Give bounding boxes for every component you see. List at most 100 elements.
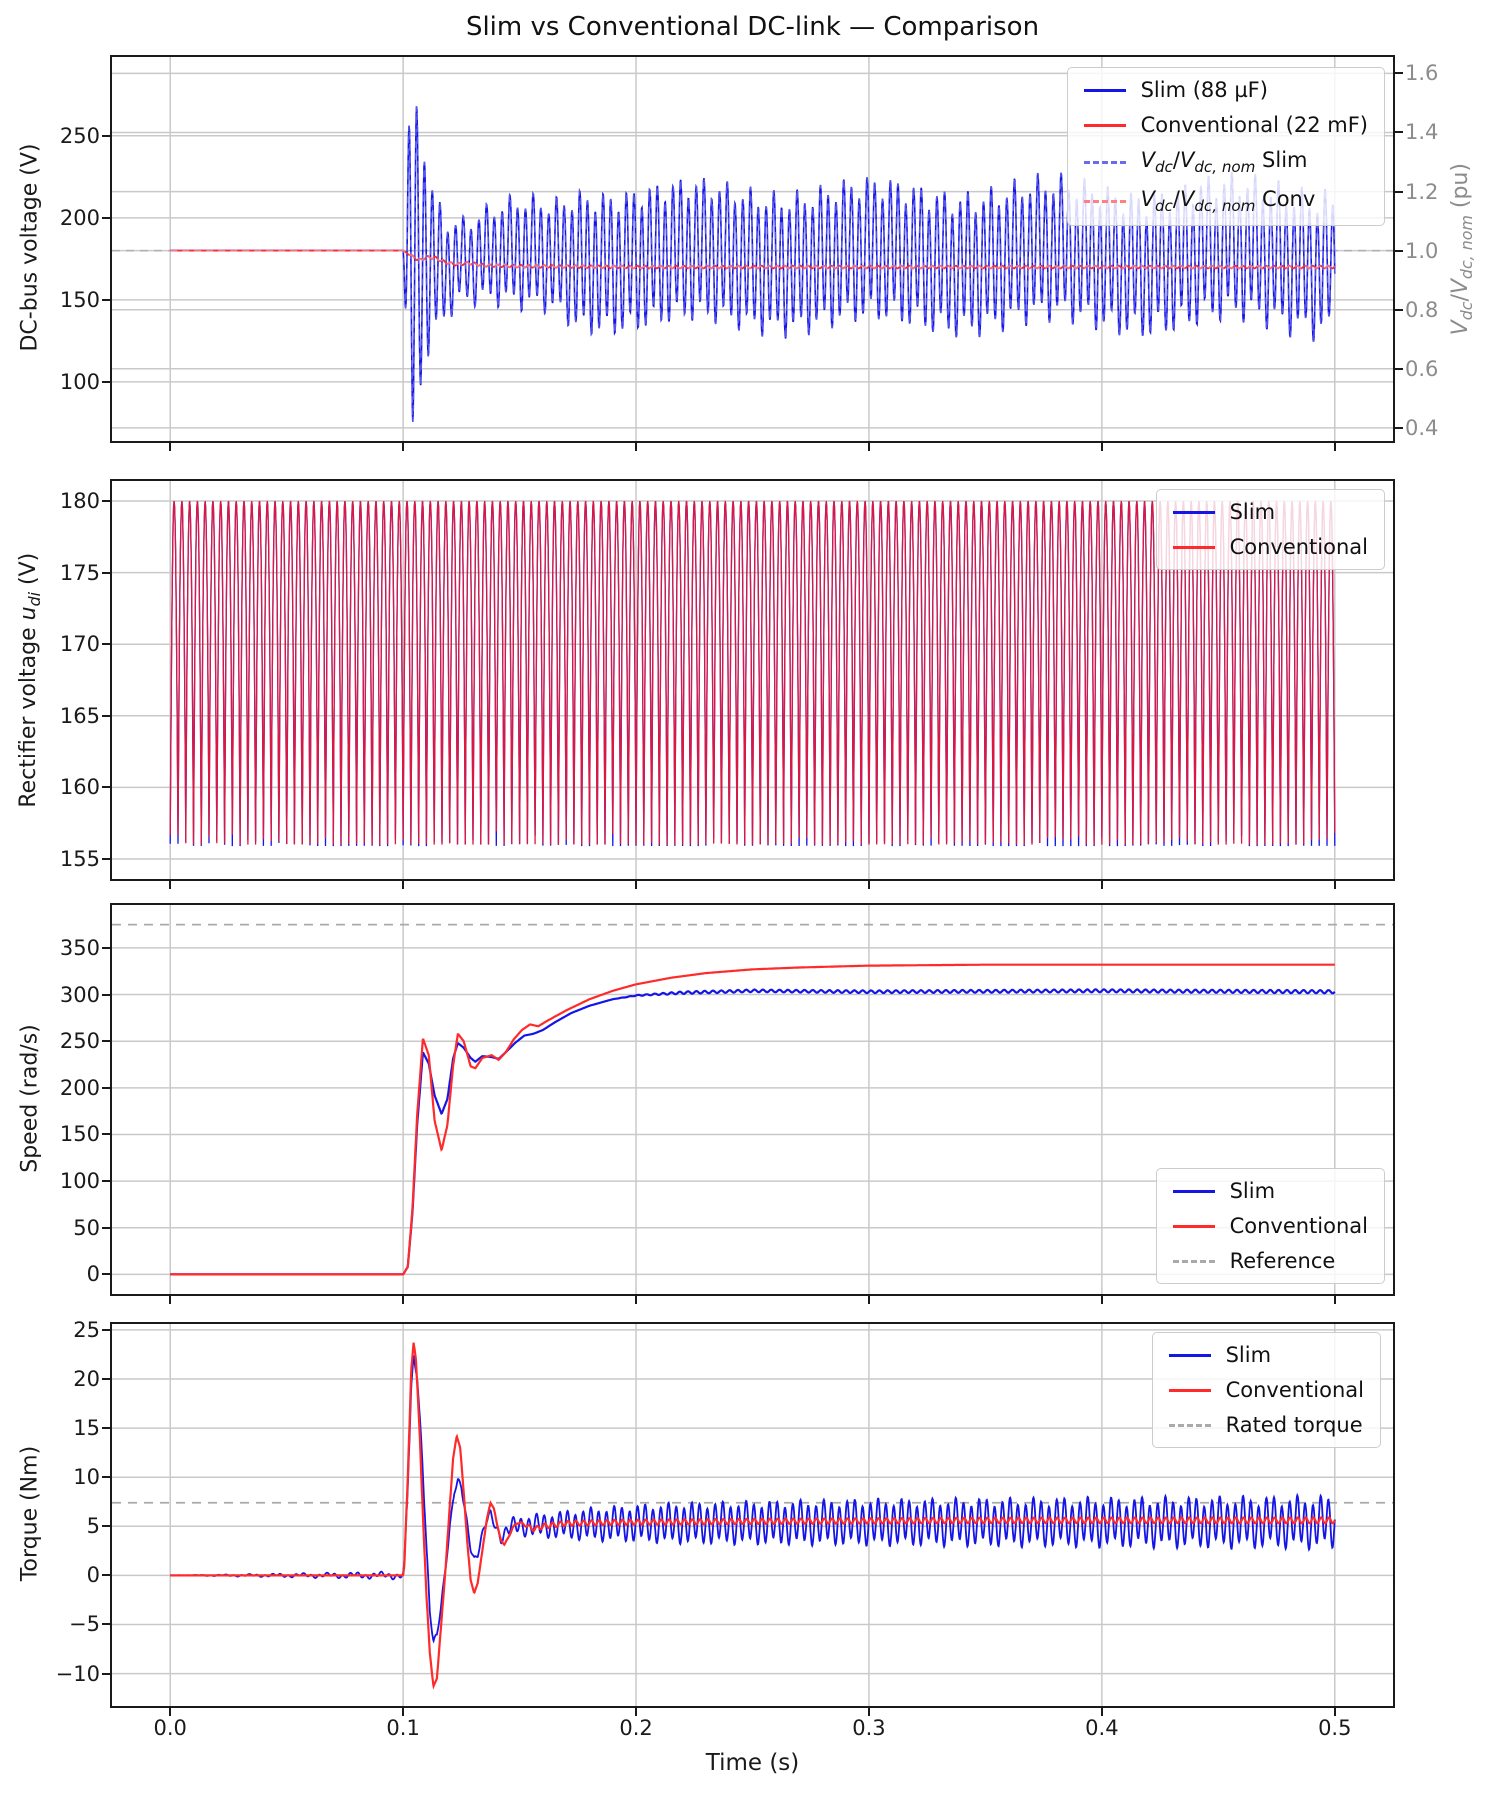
tick-mark bbox=[402, 1296, 405, 1304]
tick-mark bbox=[102, 1273, 110, 1276]
tick-mark bbox=[635, 443, 638, 451]
legend-line-sample bbox=[1172, 510, 1215, 514]
y-tick-label: 5 bbox=[86, 1514, 100, 1539]
legend-line-sample bbox=[1168, 1353, 1211, 1357]
plot-torque: Slim Conventional Rated torque bbox=[110, 1322, 1395, 1708]
legend-entry-label: Conventional bbox=[1229, 1214, 1368, 1238]
tick-mark bbox=[169, 443, 172, 451]
y-tick-label: 20 bbox=[73, 1366, 100, 1391]
legend-entry-label: Slim (88 µF) bbox=[1140, 78, 1268, 102]
tick-mark bbox=[102, 134, 110, 137]
tick-mark bbox=[1333, 1708, 1336, 1716]
y-tick-label: 100 bbox=[59, 1169, 100, 1194]
tick-mark bbox=[1100, 1708, 1103, 1716]
tick-mark bbox=[1333, 1296, 1336, 1304]
x-tick-label: 0.5 bbox=[1318, 1716, 1352, 1740]
legend-line-sample bbox=[1168, 1388, 1211, 1392]
tick-mark bbox=[867, 443, 870, 451]
tick-mark bbox=[102, 857, 110, 860]
tick-mark bbox=[1100, 881, 1103, 889]
legend-entry-label: Reference bbox=[1229, 1249, 1336, 1273]
legend-entry-label: Rated torque bbox=[1225, 1413, 1363, 1437]
tick-mark bbox=[402, 881, 405, 889]
series-path-speed-conv bbox=[170, 963, 1335, 1276]
tick-mark bbox=[102, 1180, 110, 1183]
series-path-dc-bus-conv-pu bbox=[170, 249, 1336, 270]
legend-entry: Conventional (22 mF) bbox=[1083, 113, 1368, 137]
y-axis-label: DC-bus voltage (V) bbox=[17, 143, 43, 352]
y-tick-label: 0 bbox=[86, 1563, 100, 1588]
y-tick-label-right: 1.6 bbox=[1405, 61, 1439, 86]
tick-mark bbox=[102, 298, 110, 301]
tick-mark bbox=[1395, 72, 1403, 75]
x-tick-label: 0.4 bbox=[1085, 1716, 1119, 1740]
y-tick-label: 160 bbox=[59, 775, 100, 800]
legend-line-sample bbox=[1172, 1259, 1215, 1263]
y-tick-label-right: 1.4 bbox=[1405, 120, 1439, 145]
y-tick-label: 10 bbox=[73, 1465, 100, 1490]
legend-entry-label: Vdc/Vdc, nom Slim bbox=[1140, 148, 1308, 177]
y-tick-label: 180 bbox=[59, 489, 100, 514]
series-path-rectifier-voltage-conv bbox=[169, 500, 1336, 845]
legend-entry-label: Slim bbox=[1229, 500, 1276, 524]
y-axis-label: Torque (Nm) bbox=[17, 1445, 43, 1582]
tick-mark bbox=[102, 500, 110, 503]
legend-entry-label: Conventional bbox=[1229, 535, 1368, 559]
y-tick-label: 250 bbox=[59, 1029, 100, 1054]
y-tick-label: 200 bbox=[59, 205, 100, 230]
tick-mark bbox=[102, 380, 110, 383]
legend-line-sample bbox=[1083, 123, 1126, 127]
legend: Slim Conventional Rated torque bbox=[1151, 1332, 1381, 1448]
legend-line-sample bbox=[1083, 88, 1126, 92]
legend-entry: Reference bbox=[1172, 1249, 1368, 1273]
y-tick-label: 250 bbox=[59, 123, 100, 148]
legend: Slim (88 µF) Conventional (22 mF) Vdc/Vdc,… bbox=[1066, 67, 1385, 227]
y-tick-label-right: 0.4 bbox=[1405, 415, 1439, 440]
y-tick-label: 200 bbox=[59, 1075, 100, 1100]
y-tick-label: 0 bbox=[86, 1262, 100, 1287]
plot-rectifier-voltage: Slim Conventional bbox=[110, 479, 1395, 881]
legend-entry-label: Slim bbox=[1225, 1343, 1272, 1367]
y-tick-label: −5 bbox=[69, 1612, 100, 1637]
tick-mark bbox=[102, 216, 110, 219]
legend-entry: Slim bbox=[1172, 500, 1368, 524]
legend-line-sample bbox=[1172, 545, 1215, 549]
tick-mark bbox=[102, 1574, 110, 1577]
tick-mark bbox=[1395, 131, 1403, 134]
legend-entry: Slim bbox=[1168, 1343, 1364, 1367]
y-tick-label-right: 0.6 bbox=[1405, 356, 1439, 381]
legend-entry: Conventional bbox=[1172, 1214, 1368, 1238]
x-tick-label: 0.1 bbox=[386, 1716, 420, 1740]
y-tick-label-right: 0.8 bbox=[1405, 297, 1439, 322]
y-tick-label: 155 bbox=[59, 846, 100, 871]
legend-line-sample bbox=[1083, 199, 1126, 203]
tick-mark bbox=[102, 571, 110, 574]
x-tick-label: 0.3 bbox=[852, 1716, 886, 1740]
x-tick-label: 0.2 bbox=[619, 1716, 653, 1740]
tick-mark bbox=[1100, 1296, 1103, 1304]
y-tick-label: 150 bbox=[59, 287, 100, 312]
y-tick-label: −10 bbox=[55, 1661, 100, 1686]
tick-mark bbox=[1395, 190, 1403, 193]
tick-mark bbox=[635, 1296, 638, 1304]
tick-mark bbox=[102, 1328, 110, 1331]
tick-mark bbox=[1333, 443, 1336, 451]
legend-entry: Vdc/Vdc, nom Conv bbox=[1083, 187, 1368, 215]
tick-mark bbox=[102, 1377, 110, 1380]
x-tick-label: 0.0 bbox=[153, 1716, 187, 1740]
plot-dc-bus: Slim (88 µF) Conventional (22 mF) Vdc/Vdc,… bbox=[110, 55, 1395, 443]
legend-entry-label: Conventional bbox=[1225, 1378, 1364, 1402]
legend-entry-label: Slim bbox=[1229, 1179, 1276, 1203]
y-tick-label: 350 bbox=[59, 935, 100, 960]
tick-mark bbox=[1395, 426, 1403, 429]
tick-mark bbox=[102, 1525, 110, 1528]
tick-mark bbox=[102, 1476, 110, 1479]
tick-mark bbox=[102, 1086, 110, 1089]
legend-entry: Rated torque bbox=[1168, 1413, 1364, 1437]
legend-entry: Conventional bbox=[1168, 1378, 1364, 1402]
series-path-torque-conv bbox=[170, 1342, 1336, 1690]
tick-mark bbox=[102, 946, 110, 949]
y-tick-label: 175 bbox=[59, 560, 100, 585]
tick-mark bbox=[102, 786, 110, 789]
